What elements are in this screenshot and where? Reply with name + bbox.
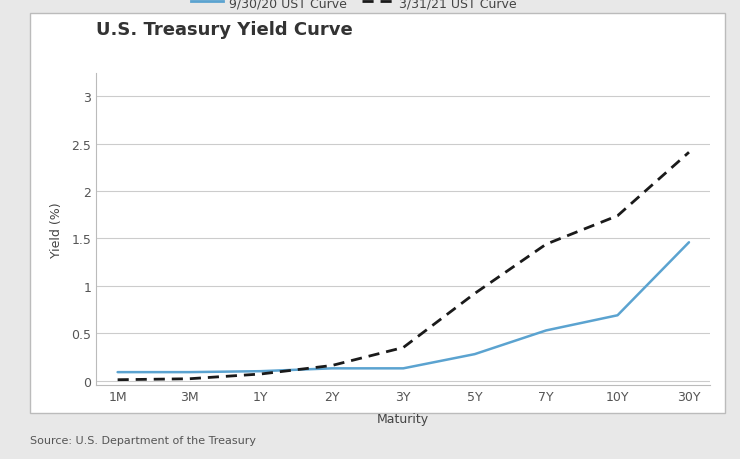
9/30/20 UST Curve: [256, 369, 265, 374]
9/30/20 UST Curve: [542, 328, 551, 333]
3/31/21 UST Curve: [471, 291, 480, 297]
9/30/20 UST Curve: [399, 366, 408, 371]
Y-axis label: Yield (%): Yield (%): [50, 202, 63, 257]
X-axis label: Maturity: Maturity: [377, 412, 429, 425]
Line: 9/30/20 UST Curve: 9/30/20 UST Curve: [118, 243, 689, 372]
3/31/21 UST Curve: [542, 242, 551, 247]
9/30/20 UST Curve: [471, 352, 480, 357]
Legend: 9/30/20 UST Curve, 3/31/21 UST Curve: 9/30/20 UST Curve, 3/31/21 UST Curve: [186, 0, 522, 15]
Text: U.S. Treasury Yield Curve: U.S. Treasury Yield Curve: [96, 21, 353, 39]
Text: Source: U.S. Department of the Treasury: Source: U.S. Department of the Treasury: [30, 435, 255, 445]
3/31/21 UST Curve: [684, 150, 693, 156]
9/30/20 UST Curve: [684, 240, 693, 246]
9/30/20 UST Curve: [113, 369, 122, 375]
9/30/20 UST Curve: [327, 366, 336, 371]
3/31/21 UST Curve: [399, 345, 408, 351]
3/31/21 UST Curve: [327, 363, 336, 369]
9/30/20 UST Curve: [613, 313, 622, 319]
9/30/20 UST Curve: [184, 369, 193, 375]
3/31/21 UST Curve: [613, 213, 622, 219]
Line: 3/31/21 UST Curve: 3/31/21 UST Curve: [118, 153, 689, 380]
3/31/21 UST Curve: [256, 371, 265, 377]
3/31/21 UST Curve: [184, 376, 193, 382]
3/31/21 UST Curve: [113, 377, 122, 383]
